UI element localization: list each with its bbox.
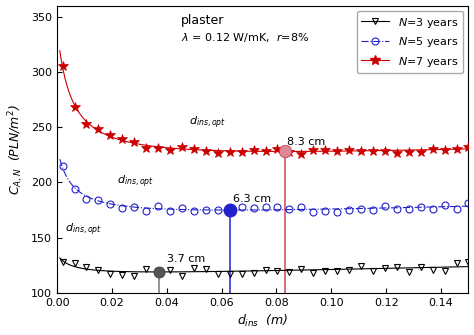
Text: $d_{ins,opt}$: $d_{ins,opt}$ bbox=[65, 221, 102, 238]
Text: 6.3 cm: 6.3 cm bbox=[233, 194, 271, 204]
Y-axis label: $C_{A,N}$  (PLN/m$^2$): $C_{A,N}$ (PLN/m$^2$) bbox=[6, 104, 26, 195]
Text: $d_{ins,opt}$: $d_{ins,opt}$ bbox=[118, 174, 155, 190]
Text: $d_{ins,opt}$: $d_{ins,opt}$ bbox=[189, 114, 226, 131]
Text: plaster: plaster bbox=[181, 14, 224, 27]
Text: 3.7 cm: 3.7 cm bbox=[167, 254, 205, 264]
X-axis label: $d_{ins}$  (m): $d_{ins}$ (m) bbox=[237, 313, 289, 329]
Text: 8.3 cm: 8.3 cm bbox=[287, 137, 326, 147]
Legend: $N$=3 years, $N$=5 years, $N$=7 years: $N$=3 years, $N$=5 years, $N$=7 years bbox=[357, 11, 463, 73]
Text: $\lambda$ = 0.12 W/mK,  $r$=8%: $\lambda$ = 0.12 W/mK, $r$=8% bbox=[181, 31, 309, 44]
